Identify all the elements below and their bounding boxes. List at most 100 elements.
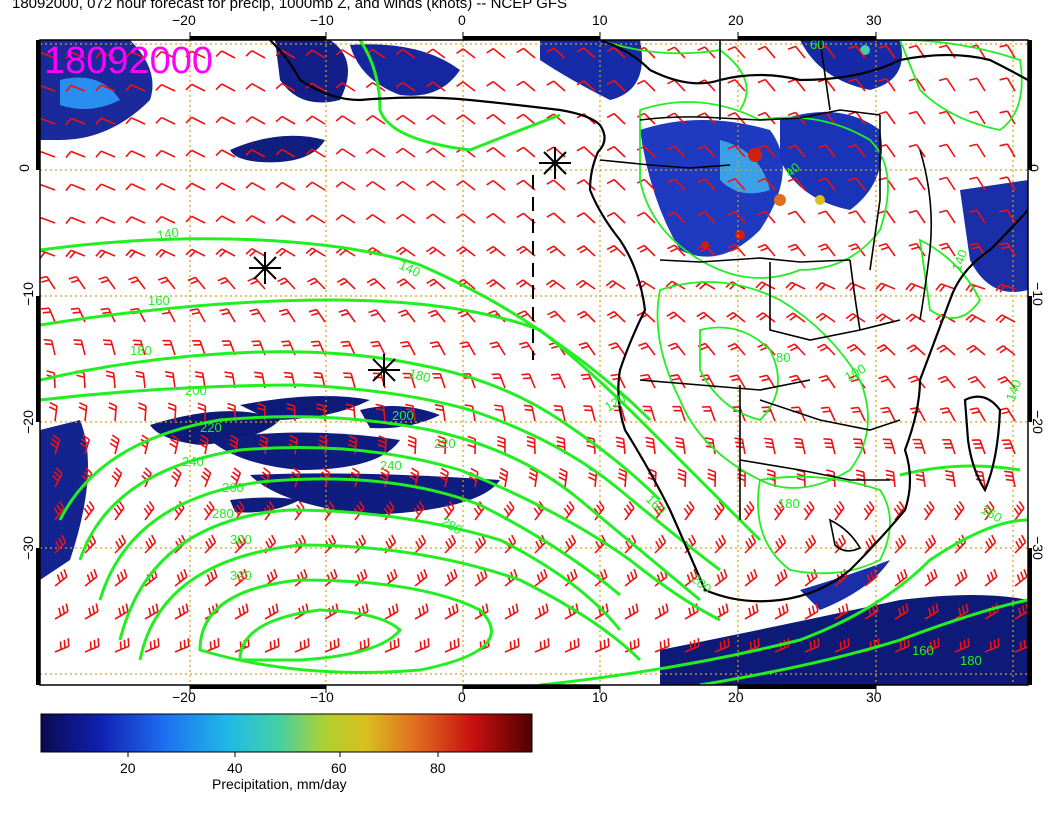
wind-barb: [204, 568, 218, 587]
wind-barb: [275, 181, 296, 191]
wind-barb: [1013, 500, 1025, 521]
wind-barb: [73, 339, 86, 356]
wind-barb: [575, 279, 596, 290]
wind-barb: [157, 276, 176, 290]
wind-barb: [338, 308, 356, 323]
wind-barb: [606, 145, 626, 158]
wind-barb: [757, 144, 776, 158]
wind-barb: [787, 144, 806, 158]
wind-barb: [395, 180, 416, 191]
colorbar: [40, 713, 533, 757]
contour-label: 180: [960, 653, 982, 668]
wind-barb: [815, 312, 836, 323]
wind-barb: [848, 243, 866, 257]
contour-label: 200: [392, 408, 414, 423]
wind-barb: [171, 467, 182, 488]
wind-barb: [65, 150, 86, 159]
x-top-tick: 0: [458, 12, 466, 28]
contour-label: 220: [200, 420, 222, 435]
wind-barb: [169, 434, 180, 455]
wind-barb: [486, 212, 506, 224]
wind-barb: [174, 568, 188, 587]
wind-barb: [787, 210, 806, 224]
wind-barb: [203, 500, 215, 521]
wind-barb: [878, 243, 896, 257]
wind-barb: [78, 402, 88, 422]
wind-barb: [425, 81, 446, 92]
wind-barb: [623, 500, 635, 521]
wind-barb: [187, 276, 206, 290]
wind-barb: [174, 638, 190, 653]
coastlines: [269, 40, 1028, 603]
wind-barb: [335, 148, 356, 158]
wind-barb: [275, 214, 296, 224]
wind-barb: [114, 638, 130, 653]
x-bottom-tick: 30: [866, 689, 882, 705]
wind-barb: [95, 249, 116, 259]
wind-barb: [774, 568, 788, 587]
wind-barb: [426, 278, 446, 290]
wind-barb: [215, 116, 236, 125]
wind-barb: [144, 638, 160, 653]
wind-barb: [516, 80, 536, 92]
wind-barb: [834, 603, 849, 620]
wind-barb: [564, 638, 580, 653]
wind-barb: [654, 534, 667, 554]
wind-barb: [818, 374, 836, 389]
wind-barb: [444, 534, 457, 554]
precip-region: [230, 135, 325, 163]
wind-barb: [143, 500, 155, 521]
precip-peak: [860, 45, 870, 55]
precip-peak: [735, 230, 745, 240]
wind-barb: [407, 435, 417, 455]
country-border: [919, 149, 933, 321]
wind-barb: [305, 247, 326, 257]
wind-barb: [727, 79, 746, 92]
wind-barb: [594, 638, 610, 653]
wind-barb: [938, 242, 956, 257]
wind-barb: [65, 51, 86, 60]
wind-barb: [744, 638, 760, 653]
wind-barb: [894, 603, 909, 620]
wind-barb: [504, 638, 520, 653]
wind-barb: [105, 370, 116, 389]
wind-barb: [95, 51, 116, 59]
wind-barb: [667, 211, 686, 224]
wind-barb: [368, 309, 386, 323]
wind-barb: [377, 435, 387, 455]
wind-barb: [624, 568, 638, 587]
wind-barb: [245, 182, 266, 191]
wind-barb: [787, 343, 806, 356]
wind-barb: [996, 345, 1016, 356]
x-bottom-tick: 0: [458, 689, 466, 705]
wind-barb: [308, 308, 326, 323]
wind-barb: [379, 467, 390, 488]
wind-barb: [936, 344, 956, 356]
wind-barb: [787, 45, 806, 59]
wind-barb: [102, 339, 116, 356]
wind-barb: [277, 277, 296, 290]
wind-barb: [439, 467, 449, 488]
contour-label: 280: [439, 514, 465, 538]
wind-barb: [365, 213, 386, 224]
wind-barb: [215, 83, 236, 92]
country-border: [739, 459, 890, 481]
contour-line: [539, 518, 1028, 685]
wind-barb: [1004, 470, 1016, 488]
wind-barb: [456, 213, 476, 224]
precip-region: [240, 396, 370, 420]
wind-barb: [521, 373, 536, 389]
wind-barb: [425, 180, 446, 191]
wind-barb: [848, 45, 866, 59]
wind-barb: [65, 183, 86, 192]
wind-barb: [249, 308, 266, 323]
wind-barb: [553, 404, 566, 422]
wind-barb: [816, 343, 836, 356]
wind-barb: [845, 312, 866, 323]
wind-barb: [999, 143, 1016, 158]
wind-barb: [834, 638, 850, 653]
wind-barb: [162, 339, 176, 356]
wind-barb: [804, 638, 820, 653]
wind-barb: [456, 81, 476, 92]
wind-barb: [727, 244, 746, 257]
